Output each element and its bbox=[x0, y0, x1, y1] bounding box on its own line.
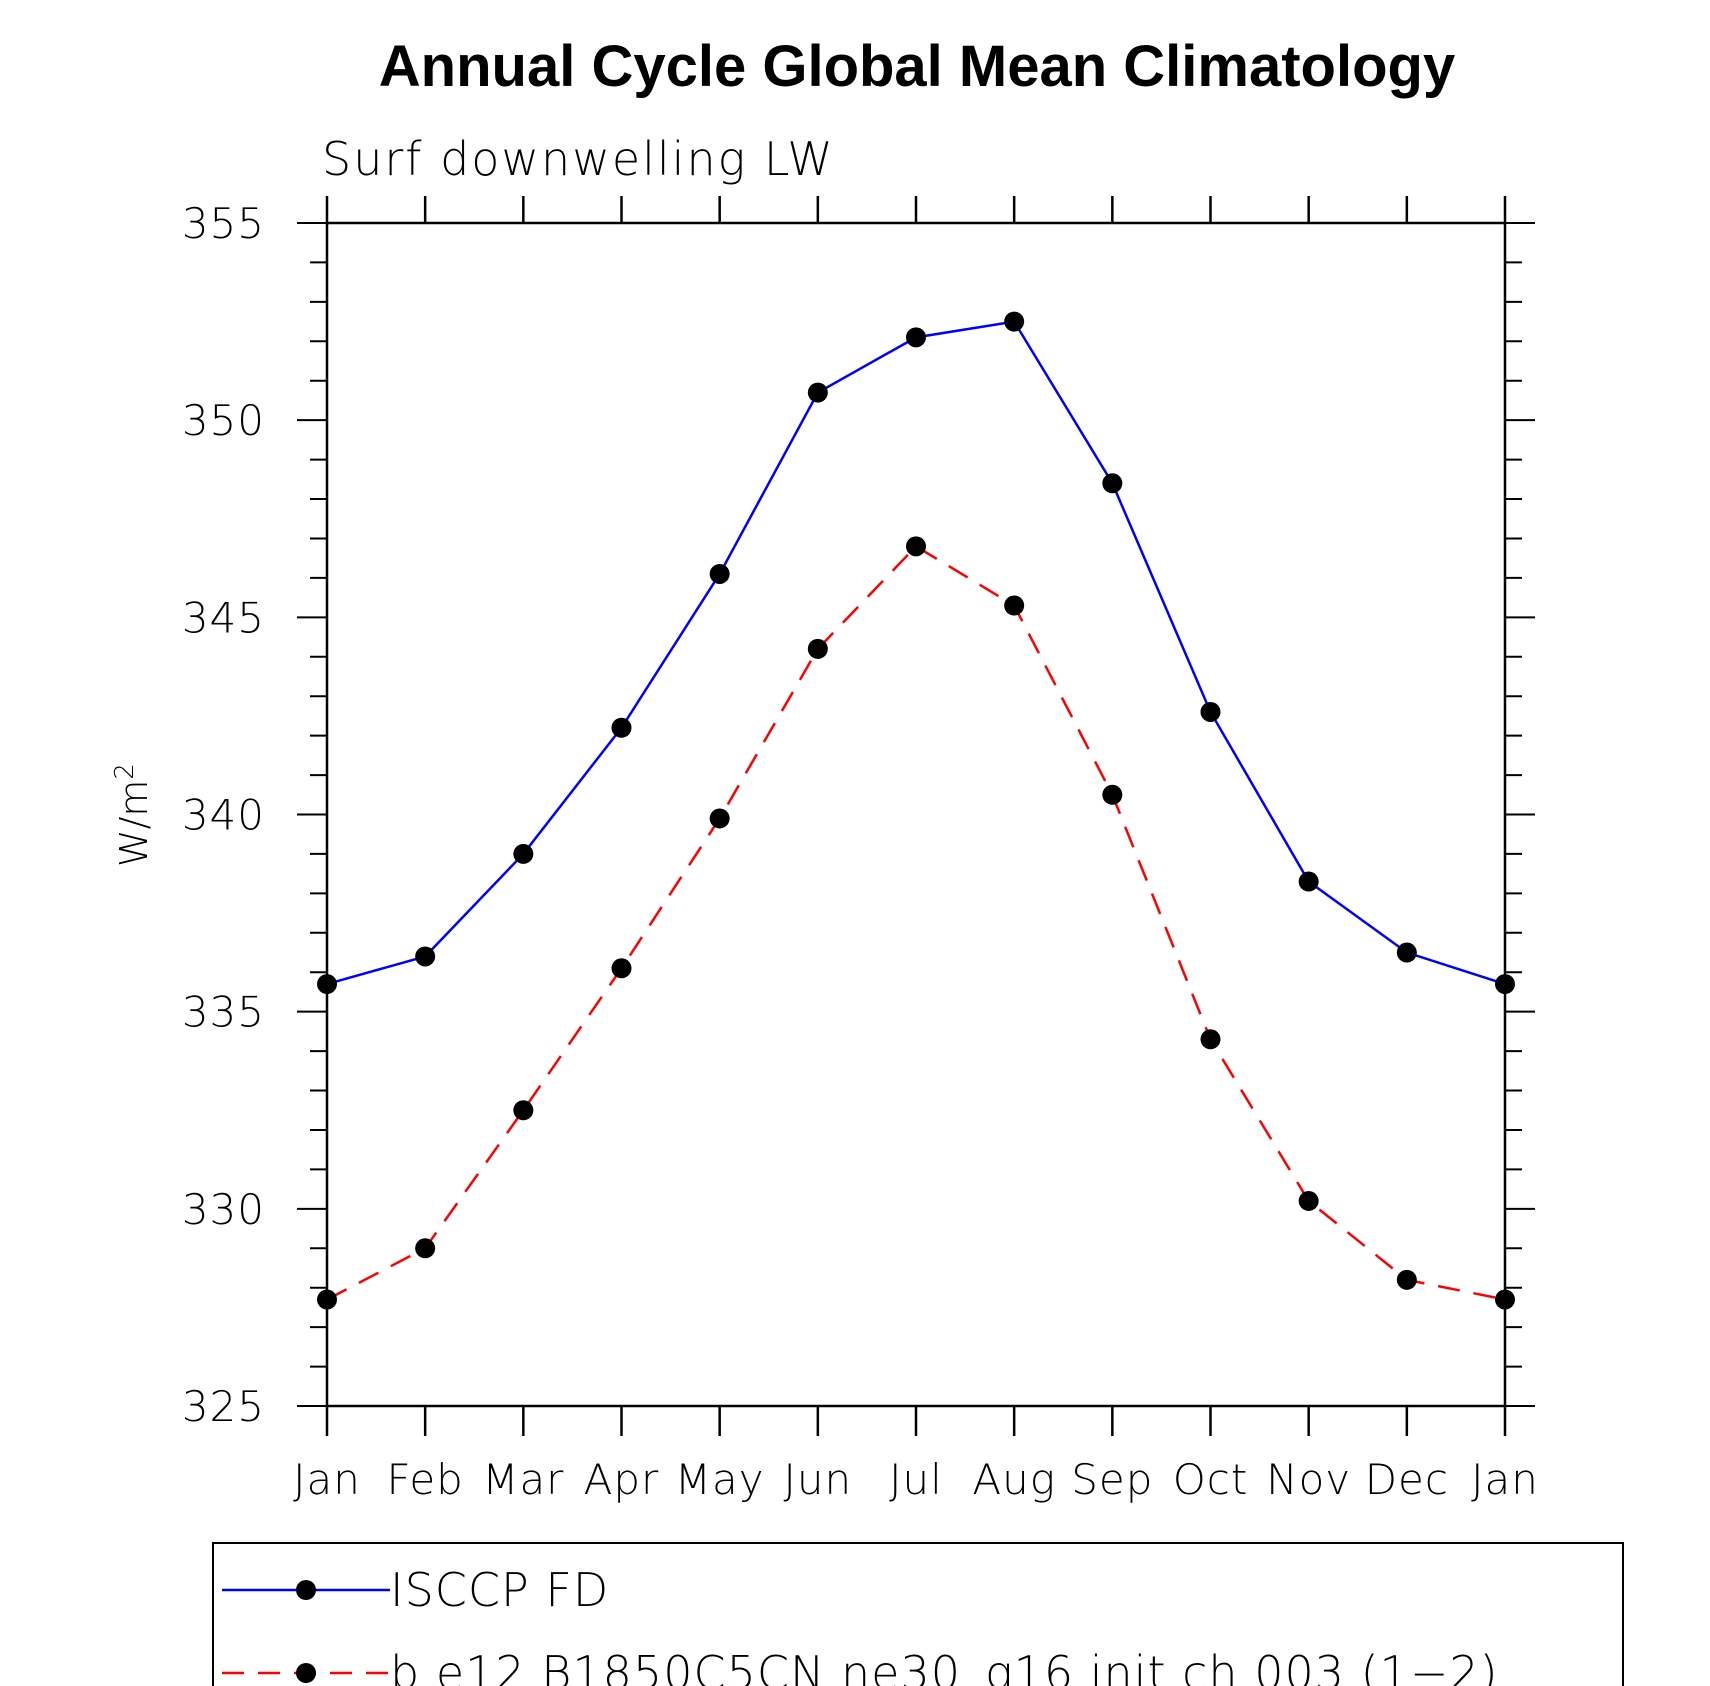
legend-items: ISCCP FD b.e12.B1850C5CN.ne30_g16.init.ch… bbox=[222, 1563, 1499, 1686]
legend: ISCCP FD b.e12.B1850C5CN.ne30_g16.init.ch… bbox=[212, 1542, 1624, 1686]
y-axis-label-text: W/m bbox=[112, 780, 156, 867]
data-point bbox=[415, 1238, 436, 1259]
series-layer bbox=[317, 311, 1515, 1310]
series-2 bbox=[317, 536, 1515, 1310]
x-tick-label: Aug bbox=[972, 1455, 1056, 1504]
data-point bbox=[1004, 311, 1025, 332]
data-point bbox=[1004, 595, 1025, 616]
data-point bbox=[1495, 974, 1515, 995]
x-tick-label: Feb bbox=[386, 1455, 463, 1504]
y-tick-labels: 325 330 335 340 345 350 355 bbox=[182, 199, 265, 1431]
data-point bbox=[1298, 1190, 1319, 1211]
y-tick-label: 355 bbox=[182, 199, 265, 248]
legend-item-1: ISCCP FD bbox=[222, 1563, 609, 1617]
y-tick-label: 325 bbox=[182, 1382, 265, 1431]
series-line bbox=[326, 320, 1506, 986]
y-tick-label: 335 bbox=[182, 988, 265, 1037]
data-point bbox=[709, 808, 730, 829]
y-axis-label-superscript: 2 bbox=[110, 763, 140, 780]
series-1 bbox=[317, 311, 1515, 995]
axis-ticks bbox=[297, 196, 1535, 1436]
data-point bbox=[807, 382, 828, 403]
x-tick-label: Apr bbox=[584, 1455, 660, 1504]
legend-box bbox=[212, 1542, 1624, 1686]
x-tick-label: Jun bbox=[784, 1455, 853, 1504]
data-point bbox=[1102, 784, 1123, 805]
legend-marker bbox=[296, 1580, 316, 1600]
data-point bbox=[611, 717, 632, 738]
legend-label: ISCCP FD bbox=[390, 1563, 609, 1617]
y-tick-label: 330 bbox=[182, 1185, 265, 1234]
data-point bbox=[611, 958, 632, 979]
data-point bbox=[317, 1289, 337, 1310]
y-axis-label: W/m2 bbox=[110, 763, 156, 867]
x-tick-label: Jan bbox=[293, 1455, 361, 1504]
legend-item-2: b.e12.B1850C5CN.ne30_g16.init.ch.003 (1−… bbox=[222, 1646, 1499, 1686]
legend-label: b.e12.B1850C5CN.ne30_g16.init.ch.003 (1−… bbox=[390, 1646, 1499, 1686]
x-tick-label: Nov bbox=[1266, 1455, 1351, 1504]
x-tick-labels: Jan Feb Mar Apr May Jun Jul Aug Sep Oct Nov Dec Jan bbox=[293, 1455, 1539, 1504]
data-point bbox=[807, 638, 828, 659]
data-point bbox=[1102, 473, 1123, 494]
x-tick-label: Sep bbox=[1071, 1455, 1153, 1504]
y-tick-label: 340 bbox=[182, 791, 265, 840]
plot-frame bbox=[325, 221, 1507, 1408]
data-point bbox=[1298, 871, 1319, 892]
chart-title: Annual Cycle Global Mean Climatology bbox=[379, 34, 1455, 99]
x-tick-label: Dec bbox=[1365, 1455, 1449, 1504]
data-point bbox=[415, 946, 436, 967]
data-point bbox=[1396, 942, 1417, 963]
x-tick-label: Jul bbox=[889, 1455, 943, 1504]
series-line bbox=[326, 544, 1506, 1301]
y-tick-label: 345 bbox=[182, 593, 265, 642]
chart-subtitle: Surf downwelling LW bbox=[322, 132, 835, 186]
data-point bbox=[906, 327, 926, 348]
x-tick-label: Oct bbox=[1173, 1455, 1249, 1504]
data-point bbox=[709, 563, 730, 584]
data-point bbox=[1396, 1269, 1417, 1290]
data-point bbox=[1495, 1289, 1515, 1310]
data-point bbox=[317, 974, 337, 995]
data-point bbox=[1200, 1029, 1221, 1050]
x-tick-label: Mar bbox=[482, 1455, 564, 1504]
data-point bbox=[906, 536, 926, 557]
data-point bbox=[513, 843, 534, 864]
legend-marker bbox=[296, 1663, 316, 1683]
data-point bbox=[513, 1100, 534, 1121]
y-tick-label: 350 bbox=[182, 396, 265, 445]
x-tick-label: May bbox=[675, 1455, 765, 1504]
x-tick-label: Jan bbox=[1471, 1455, 1539, 1504]
data-point bbox=[1200, 701, 1221, 722]
